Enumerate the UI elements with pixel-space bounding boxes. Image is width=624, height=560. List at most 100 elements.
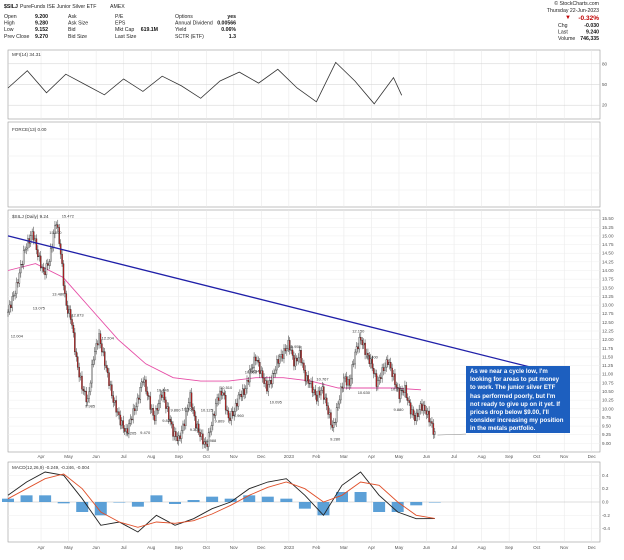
- candle-body: [186, 407, 188, 412]
- candle-body: [283, 348, 285, 359]
- candle-body: [148, 395, 150, 397]
- candle-body: [327, 405, 329, 415]
- x-tick-label: Dec: [588, 454, 597, 459]
- candle-body: [116, 411, 119, 413]
- candle-body: [429, 421, 432, 423]
- candle-body: [325, 397, 328, 406]
- candle-body: [434, 431, 436, 435]
- macd-histogram-bar: [261, 496, 274, 502]
- candle-body: [338, 399, 341, 405]
- x-tick-label: Aug: [478, 545, 487, 550]
- candle-body: [261, 370, 264, 379]
- y-tick-label: 12.00: [602, 337, 614, 342]
- x-tick-label: Feb: [312, 454, 320, 459]
- candle-body: [350, 378, 352, 386]
- annotation-box: As we near a cycle low, I'm looking for …: [466, 366, 570, 433]
- stat-value: 9.200: [35, 14, 48, 20]
- y-tick-label: 13.50: [602, 285, 614, 290]
- candle-body: [351, 364, 354, 380]
- price-label: 9.825: [162, 418, 173, 423]
- candle-body: [165, 399, 167, 409]
- x-tick-label: May: [64, 454, 73, 459]
- y-tick-label: 20: [602, 103, 608, 108]
- candle-body: [273, 373, 275, 375]
- y-tick-label: 10.00: [602, 406, 614, 411]
- candle-body: [330, 412, 332, 426]
- candle-body: [263, 377, 265, 384]
- candle-body: [431, 421, 433, 424]
- candle-body: [129, 418, 132, 424]
- candle-body: [162, 391, 164, 398]
- candle-body: [412, 409, 415, 416]
- candle-body: [380, 377, 382, 379]
- candle-body: [106, 367, 109, 373]
- candle-body: [367, 352, 369, 356]
- candle-body: [196, 423, 198, 429]
- y-tick-label: 14.00: [602, 268, 614, 273]
- candle-body: [227, 410, 230, 419]
- candle-body: [389, 362, 392, 369]
- y-tick-label: 12.75: [602, 311, 614, 316]
- y-tick-label: 12.50: [602, 320, 614, 325]
- candle-body: [142, 381, 144, 383]
- candle-body: [341, 386, 344, 389]
- y-tick-label: 13.75: [602, 277, 614, 282]
- price-label: 12.150: [352, 328, 365, 333]
- candle-body: [89, 382, 92, 392]
- candle-body: [371, 358, 373, 369]
- stat-label: Last: [558, 29, 568, 35]
- candle-body: [370, 358, 372, 364]
- candle-body: [222, 392, 224, 396]
- y-tick-label: 0.4: [602, 473, 609, 478]
- candle-body: [254, 356, 257, 361]
- macd-histogram-bar: [94, 502, 107, 516]
- candle-body: [55, 224, 58, 226]
- candle-body: [132, 408, 134, 421]
- candle-body: [253, 356, 255, 368]
- x-tick-label: Jun: [423, 454, 431, 459]
- candle-body: [392, 373, 395, 377]
- macd-histogram-bar: [2, 498, 14, 502]
- candle-body: [256, 360, 258, 362]
- candle-body: [361, 339, 363, 346]
- price-label: 12.204: [102, 336, 115, 341]
- candle-body: [61, 253, 63, 264]
- stat-label: Yield: [175, 27, 186, 33]
- mfi-label: MFI(14) 34.31: [12, 52, 41, 57]
- candle-body: [152, 408, 154, 416]
- x-tick-label: Jun: [423, 545, 431, 550]
- candle-body: [91, 364, 93, 384]
- candle-body: [24, 249, 26, 251]
- candle-body: [76, 356, 79, 368]
- price-label: 10.630: [358, 390, 371, 395]
- x-tick-label: 2023: [284, 454, 295, 459]
- y-tick-label: 9.25: [602, 432, 611, 437]
- candle-body: [237, 394, 240, 407]
- candle-body: [213, 413, 216, 416]
- price-label: 9.809: [215, 418, 226, 423]
- candle-body: [407, 397, 409, 401]
- candle-body: [86, 398, 89, 403]
- candle-body: [48, 261, 50, 266]
- candle-body: [7, 311, 9, 313]
- x-tick-label: Apr: [37, 454, 45, 459]
- stat-label: Bid: [68, 27, 76, 33]
- candle-body: [210, 425, 213, 433]
- candle-body: [84, 390, 86, 392]
- candle-body: [112, 395, 115, 403]
- candle-body: [173, 431, 176, 437]
- candle-body: [384, 366, 386, 371]
- candle-body: [223, 392, 225, 396]
- price-label: 10.510: [220, 385, 233, 390]
- y-tick-label: 0.2: [602, 486, 609, 491]
- macd-histogram-bar: [354, 492, 367, 502]
- candle-body: [123, 428, 126, 432]
- candle-body: [135, 406, 137, 411]
- x-tick-label: Apr: [368, 454, 376, 459]
- candle-body: [415, 412, 418, 421]
- force-frame: [7, 121, 601, 208]
- candle-body: [149, 396, 151, 410]
- price-label: 9.860: [170, 408, 181, 413]
- candle-body: [399, 390, 402, 399]
- candle-body: [414, 415, 416, 421]
